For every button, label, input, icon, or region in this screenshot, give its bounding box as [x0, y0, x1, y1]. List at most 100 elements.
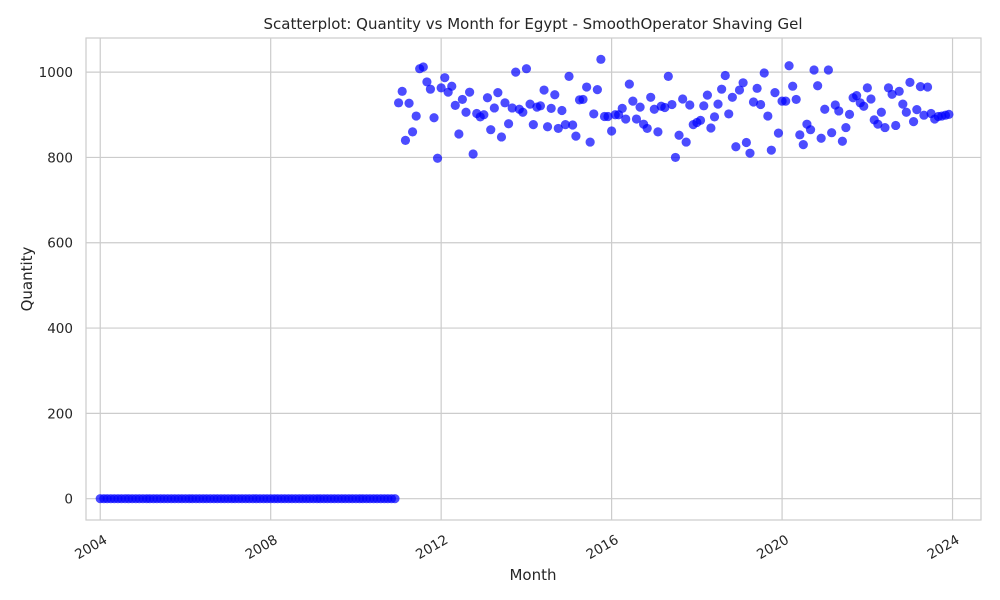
- data-point: [436, 83, 446, 93]
- data-point: [766, 145, 776, 155]
- data-point: [653, 127, 663, 137]
- data-point: [528, 119, 538, 130]
- data-point: [919, 110, 929, 120]
- data-point: [724, 109, 734, 119]
- chart-title: Scatterplot: Quantity vs Month for Egypt…: [263, 15, 802, 33]
- data-point: [866, 94, 876, 104]
- data-point: [841, 122, 851, 133]
- data-point: [542, 122, 553, 132]
- data-point: [585, 137, 595, 147]
- data-point: [834, 106, 844, 116]
- data-point: [425, 84, 436, 94]
- data-point: [791, 94, 801, 105]
- data-point: [674, 130, 684, 140]
- data-point: [465, 87, 475, 97]
- data-point: [550, 90, 560, 100]
- data-point: [706, 123, 716, 133]
- y-tick-label: 1000: [39, 65, 73, 81]
- data-point: [788, 81, 798, 91]
- data-point: [702, 90, 713, 100]
- data-point: [429, 113, 439, 123]
- data-point: [713, 99, 723, 109]
- data-point: [876, 107, 886, 117]
- data-point: [571, 131, 581, 141]
- data-point: [678, 94, 688, 104]
- data-point: [922, 82, 933, 92]
- data-point: [820, 104, 830, 114]
- y-tick-label: 400: [47, 321, 73, 337]
- data-point: [709, 112, 720, 122]
- data-point: [418, 62, 428, 72]
- data-point: [748, 97, 759, 107]
- data-point: [440, 73, 450, 83]
- data-point: [681, 137, 691, 147]
- plot-frame: [85, 37, 982, 521]
- data-point: [642, 123, 652, 134]
- data-point: [450, 100, 460, 110]
- y-axis-label: Quantity: [18, 246, 36, 311]
- data-point: [553, 123, 563, 134]
- data-point: [635, 102, 645, 112]
- data-point: [486, 125, 496, 135]
- data-point: [813, 81, 823, 91]
- data-point: [734, 85, 745, 95]
- y-tick-label: 800: [47, 150, 73, 166]
- data-point: [823, 65, 833, 75]
- data-point: [741, 137, 751, 148]
- data-point: [447, 81, 457, 91]
- data-point: [411, 111, 421, 121]
- data-point: [496, 132, 507, 142]
- data-point: [507, 103, 517, 113]
- data-point: [468, 149, 478, 159]
- data-point: [873, 119, 883, 129]
- data-point: [805, 125, 816, 135]
- data-point: [603, 111, 613, 122]
- data-point: [667, 99, 677, 110]
- y-tick-label: 600: [47, 236, 73, 252]
- data-point: [393, 98, 404, 108]
- data-point: [905, 77, 915, 87]
- data-point: [404, 98, 414, 108]
- data-point: [589, 109, 599, 119]
- data-point: [862, 83, 872, 93]
- data-point: [546, 103, 556, 113]
- data-point: [887, 89, 897, 99]
- data-point: [795, 130, 805, 140]
- data-point: [685, 100, 695, 110]
- data-point: [784, 61, 794, 71]
- data-point: [731, 142, 741, 152]
- data-point: [908, 117, 919, 127]
- data-point: [670, 152, 681, 163]
- data-point: [422, 77, 432, 87]
- data-point: [454, 129, 464, 139]
- data-point: [539, 85, 549, 95]
- data-point: [915, 82, 926, 92]
- data-point: [489, 103, 499, 113]
- data-points: [95, 54, 954, 504]
- data-point: [816, 133, 826, 143]
- data-point: [894, 86, 904, 96]
- data-point: [607, 126, 617, 136]
- data-point: [631, 114, 642, 124]
- data-point: [809, 65, 819, 75]
- data-point: [756, 99, 766, 110]
- data-point: [649, 104, 659, 114]
- data-point: [461, 107, 471, 117]
- data-point: [407, 127, 418, 137]
- data-point: [592, 85, 602, 95]
- y-tick-label: 0: [64, 492, 73, 508]
- data-point: [770, 87, 780, 98]
- data-point: [912, 105, 922, 115]
- data-point: [880, 122, 890, 133]
- data-point: [518, 107, 528, 117]
- data-point: [432, 153, 443, 163]
- data-point: [564, 71, 574, 81]
- data-point: [646, 92, 656, 102]
- data-point: [759, 68, 769, 78]
- data-point: [859, 101, 869, 111]
- data-point: [699, 101, 709, 111]
- data-point: [827, 128, 837, 138]
- data-point: [511, 67, 521, 77]
- data-point: [521, 64, 532, 74]
